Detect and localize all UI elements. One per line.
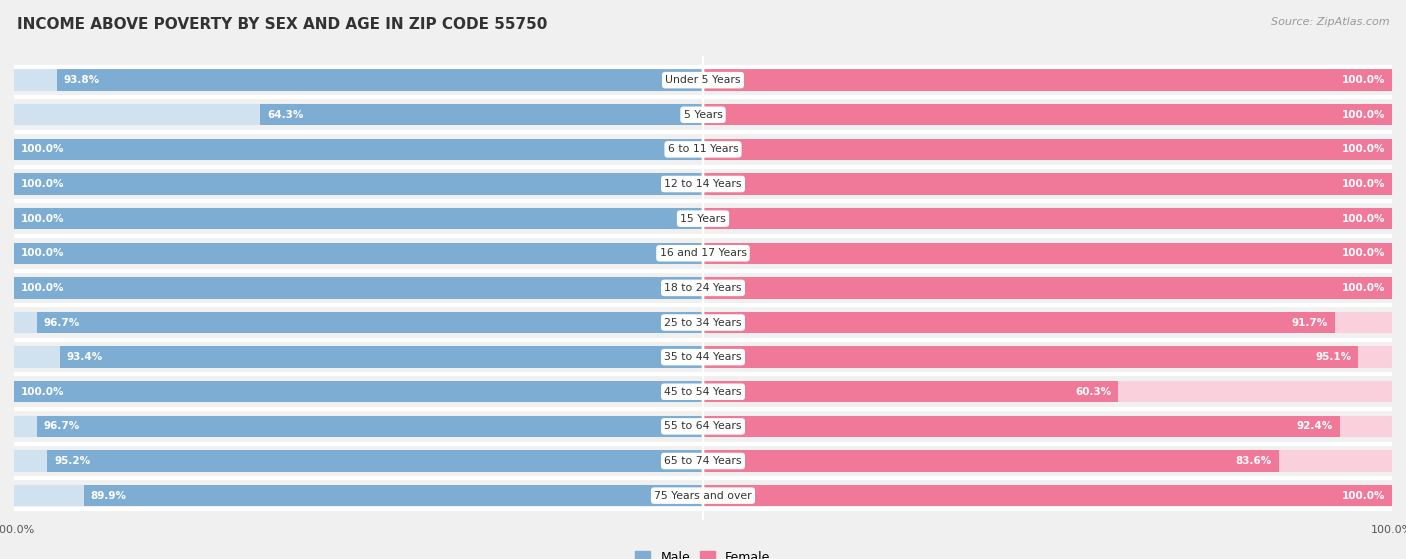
Bar (703, 69, 1392, 91)
Bar (59, 347, 703, 368)
Bar (703, 208, 1392, 229)
Text: 15 Years: 15 Years (681, 214, 725, 224)
Text: 96.7%: 96.7% (44, 318, 80, 328)
Bar (703, 416, 1340, 437)
Bar (703, 243, 1392, 264)
Text: 12 to 14 Years: 12 to 14 Years (664, 179, 742, 189)
Bar (703, 69, 1392, 91)
Bar (703, 104, 1392, 125)
Bar (37, 312, 703, 333)
Text: 35 to 44 Years: 35 to 44 Years (664, 352, 742, 362)
Text: 89.9%: 89.9% (90, 491, 127, 501)
Text: INCOME ABOVE POVERTY BY SEX AND AGE IN ZIP CODE 55750: INCOME ABOVE POVERTY BY SEX AND AGE IN Z… (17, 17, 547, 32)
Bar (48, 451, 703, 472)
Bar (703, 312, 1392, 333)
Text: 100.0%: 100.0% (1341, 110, 1385, 120)
Text: 100.0%: 100.0% (21, 144, 65, 154)
Text: 100.0%: 100.0% (21, 248, 65, 258)
Text: 83.6%: 83.6% (1236, 456, 1272, 466)
Bar (703, 104, 1392, 125)
Text: 5 Years: 5 Years (683, 110, 723, 120)
Bar (14, 173, 703, 195)
Bar (14, 347, 703, 368)
Bar (703, 277, 1392, 299)
Bar (703, 277, 1392, 299)
Bar (14, 312, 703, 333)
Bar (14, 208, 703, 229)
Bar (703, 312, 1334, 333)
Text: 100.0%: 100.0% (1341, 283, 1385, 293)
Text: 18 to 24 Years: 18 to 24 Years (664, 283, 742, 293)
Text: 55 to 64 Years: 55 to 64 Years (664, 421, 742, 432)
Bar (703, 485, 1392, 506)
Text: 100.0%: 100.0% (21, 214, 65, 224)
Bar (14, 416, 703, 437)
Text: 95.1%: 95.1% (1315, 352, 1351, 362)
Legend: Male, Female: Male, Female (630, 546, 776, 559)
Bar (56, 69, 703, 91)
Bar (14, 69, 703, 91)
Bar (14, 208, 703, 229)
Text: 100.0%: 100.0% (1341, 491, 1385, 501)
Text: 95.2%: 95.2% (53, 456, 90, 466)
Text: 96.7%: 96.7% (44, 421, 80, 432)
Text: 100.0%: 100.0% (1341, 144, 1385, 154)
Bar (14, 139, 703, 160)
Bar (14, 243, 703, 264)
Bar (14, 277, 703, 299)
Text: 65 to 74 Years: 65 to 74 Years (664, 456, 742, 466)
Text: 16 and 17 Years: 16 and 17 Years (659, 248, 747, 258)
Bar (703, 347, 1392, 368)
Text: 45 to 54 Years: 45 to 54 Years (664, 387, 742, 397)
Bar (703, 381, 1118, 402)
Bar (703, 381, 1392, 402)
Text: Source: ZipAtlas.com: Source: ZipAtlas.com (1271, 17, 1389, 27)
Bar (14, 381, 703, 402)
Text: 93.8%: 93.8% (63, 75, 100, 85)
Bar (83, 485, 703, 506)
Text: 64.3%: 64.3% (267, 110, 304, 120)
Bar (14, 139, 703, 160)
Bar (703, 139, 1392, 160)
Text: 100.0%: 100.0% (1341, 179, 1385, 189)
Bar (14, 173, 703, 195)
Bar (14, 485, 703, 506)
Text: Under 5 Years: Under 5 Years (665, 75, 741, 85)
Bar (703, 485, 1392, 506)
Bar (703, 173, 1392, 195)
Bar (260, 104, 703, 125)
Bar (14, 277, 703, 299)
Text: 25 to 34 Years: 25 to 34 Years (664, 318, 742, 328)
Bar (703, 208, 1392, 229)
Bar (703, 416, 1392, 437)
Bar (703, 139, 1392, 160)
Bar (37, 416, 703, 437)
Bar (703, 451, 1279, 472)
Text: 100.0%: 100.0% (21, 179, 65, 189)
Text: 91.7%: 91.7% (1292, 318, 1327, 328)
Text: 60.3%: 60.3% (1076, 387, 1112, 397)
Bar (14, 104, 703, 125)
Text: 100.0%: 100.0% (21, 387, 65, 397)
Text: 100.0%: 100.0% (21, 283, 65, 293)
Bar (703, 173, 1392, 195)
Text: 100.0%: 100.0% (1341, 75, 1385, 85)
Bar (703, 347, 1358, 368)
Bar (703, 243, 1392, 264)
Bar (14, 451, 703, 472)
Text: 75 Years and over: 75 Years and over (654, 491, 752, 501)
Text: 92.4%: 92.4% (1296, 421, 1333, 432)
Text: 6 to 11 Years: 6 to 11 Years (668, 144, 738, 154)
Bar (14, 243, 703, 264)
Text: 93.4%: 93.4% (66, 352, 103, 362)
Text: 100.0%: 100.0% (1341, 248, 1385, 258)
Bar (703, 451, 1392, 472)
Text: 100.0%: 100.0% (1341, 214, 1385, 224)
Bar (14, 381, 703, 402)
